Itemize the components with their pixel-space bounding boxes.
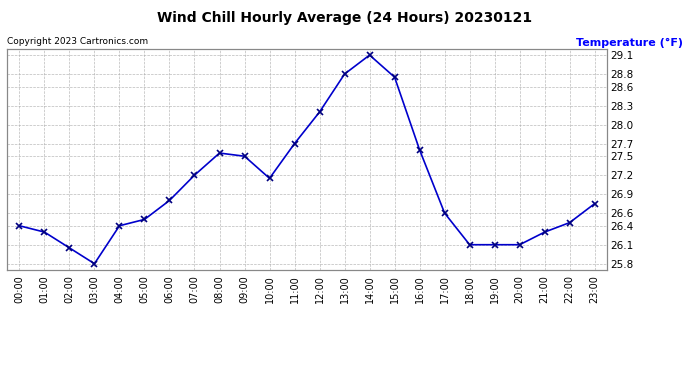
Text: Wind Chill Hourly Average (24 Hours) 20230121: Wind Chill Hourly Average (24 Hours) 202… <box>157 11 533 25</box>
Text: Copyright 2023 Cartronics.com: Copyright 2023 Cartronics.com <box>7 38 148 46</box>
Text: Temperature (°F): Temperature (°F) <box>576 38 683 48</box>
